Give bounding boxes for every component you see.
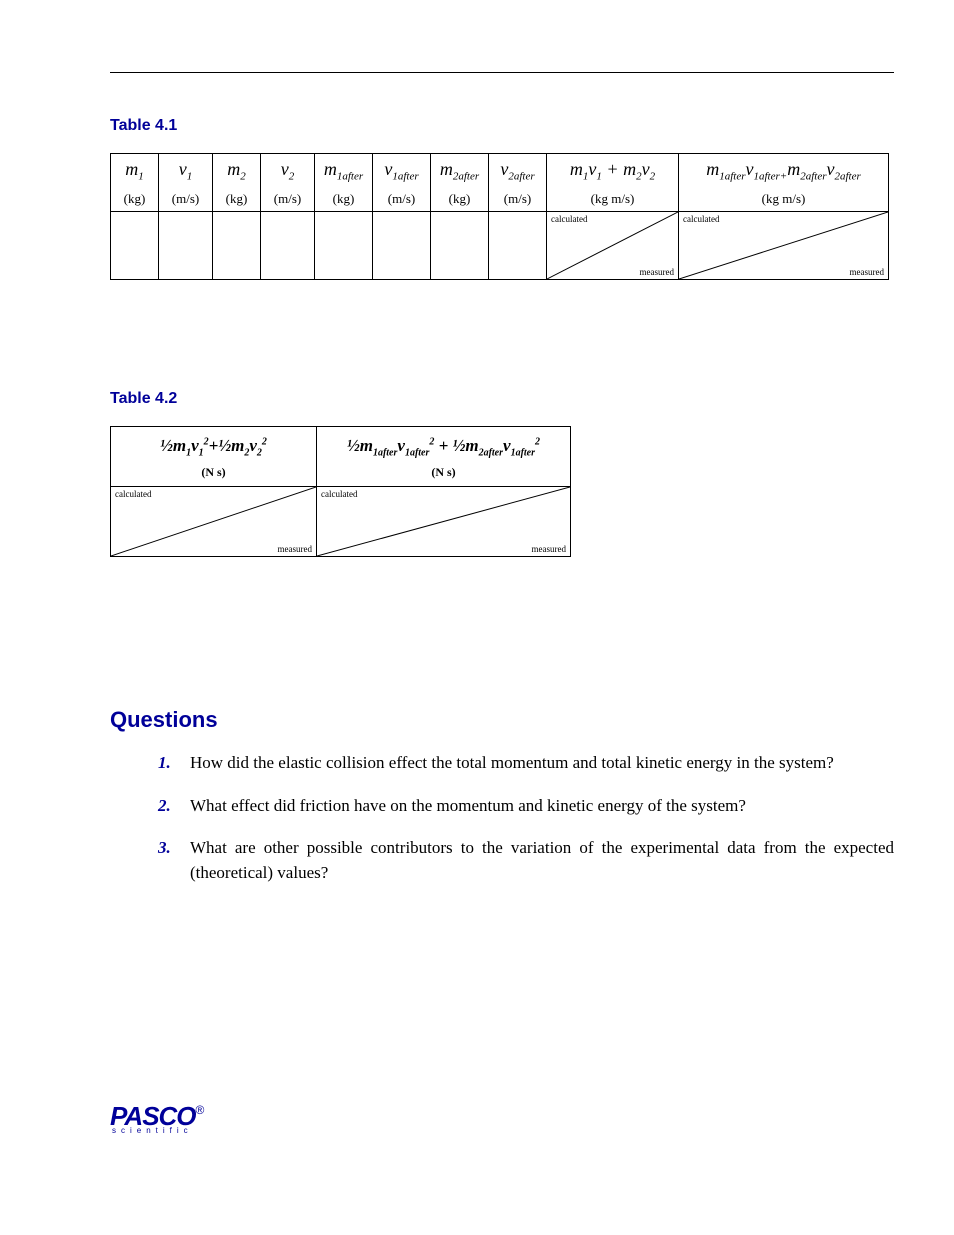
column-header: v2after(m/s) [489,154,547,212]
calculated-label: calculated [683,214,719,224]
page: Table 4.1 m1(kg)v1(m/s)m2(kg)v2(m/s)m1af… [0,0,954,1165]
data-cell [315,212,373,280]
calculated-label: calculated [115,489,151,499]
data-cell [111,212,159,280]
data-cell [213,212,261,280]
measured-label: measured [850,267,884,277]
column-header: m2after(kg) [431,154,489,212]
column-header: v1(m/s) [159,154,213,212]
questions-section: Questions How did the elastic collision … [110,707,894,886]
column-header: v2(m/s) [261,154,315,212]
logo-tag: scientific [112,1128,894,1134]
data-cell-diagonal: calculated measured [547,212,679,280]
column-header: ½m1afterv1after2 + ½m2afterv1after2(N s) [317,427,571,487]
questions-list: How did the elastic collision effect the… [158,751,894,886]
column-header: m1afterv1after+m2afterv2after(kg m/s) [679,154,889,212]
question-item: How did the elastic collision effect the… [158,751,894,776]
data-cell-diagonal: calculated measured [111,487,317,557]
column-header: v1after(m/s) [373,154,431,212]
questions-heading: Questions [110,707,894,733]
data-cell-diagonal: calculated measured [317,487,571,557]
data-cell [159,212,213,280]
table-4-2: ½m1v12+½m2v22(N s)½m1afterv1after2 + ½m2… [110,426,571,557]
question-item: What are other possible contributors to … [158,836,894,885]
data-cell-diagonal: calculated measured [679,212,889,280]
column-header: m1(kg) [111,154,159,212]
data-cell [431,212,489,280]
calculated-label: calculated [551,214,587,224]
measured-label: measured [278,544,312,554]
column-header: ½m1v12+½m2v22(N s) [111,427,317,487]
logo-reg: ® [196,1103,204,1117]
question-item: What effect did friction have on the mom… [158,794,894,819]
pasco-logo: PASCO® scientific [110,1106,894,1135]
table-4-2-title: Table 4.2 [110,390,894,408]
data-cell [489,212,547,280]
data-cell [373,212,431,280]
measured-label: measured [532,544,566,554]
data-cell [261,212,315,280]
column-header: m1v1 + m2v2(kg m/s) [547,154,679,212]
column-header: m1after(kg) [315,154,373,212]
table-4-1: m1(kg)v1(m/s)m2(kg)v2(m/s)m1after(kg)v1a… [110,153,889,280]
calculated-label: calculated [321,489,357,499]
top-rule [110,72,894,73]
measured-label: measured [640,267,674,277]
column-header: m2(kg) [213,154,261,212]
table-4-1-title: Table 4.1 [110,117,894,135]
table-4-2-section: Table 4.2 ½m1v12+½m2v22(N s)½m1afterv1af… [110,390,894,557]
